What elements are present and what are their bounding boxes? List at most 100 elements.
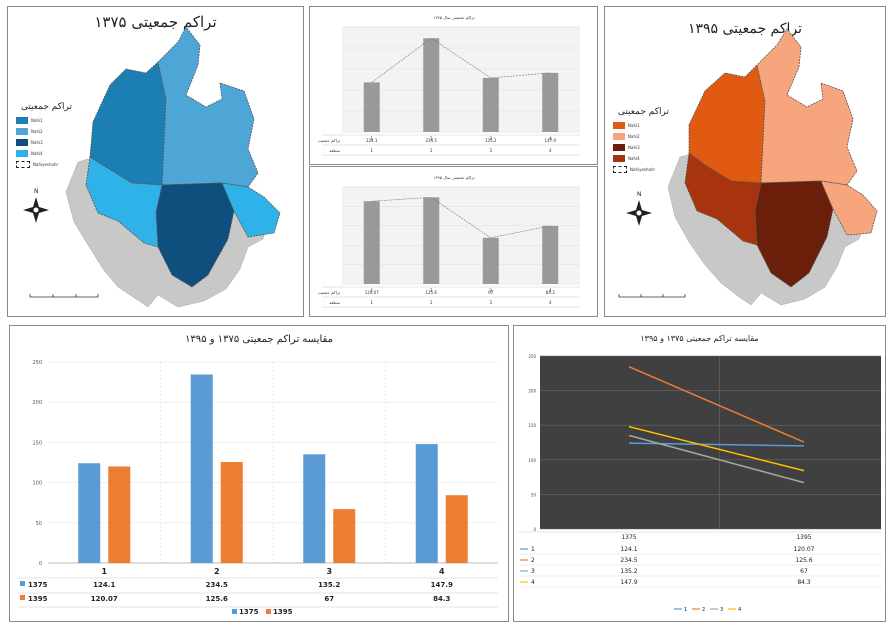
legend-swatch	[16, 139, 28, 146]
legend-label: Nahiyeshahr	[630, 167, 656, 172]
small-bar	[423, 38, 440, 132]
legend-label: Nahi3	[31, 140, 43, 145]
small-tick-label: 4	[549, 136, 552, 141]
table-value: 84.3	[433, 595, 450, 603]
table-value: 135.2	[318, 581, 340, 589]
x-tick-label: 1395	[796, 534, 811, 541]
legend-label: 1395	[273, 608, 293, 616]
legend-swatch	[232, 609, 237, 614]
line-chart-panel: مقایسه تراکم جمعیتی ۱۳۷۵ و ۱۳۹۵ 0 50 100 15…	[513, 325, 886, 622]
map-region-2-1395	[756, 28, 858, 186]
map-region-2-1375	[157, 26, 259, 188]
map-region-4-1395	[684, 152, 762, 246]
map-region-1-1375	[89, 61, 167, 186]
line-series-3	[628, 434, 805, 484]
small-row-label: منطقه	[329, 148, 340, 153]
table-value: 67	[800, 568, 808, 575]
legend-1375: تراکم جمعیتی Nahi1 Nahi2 Nahi3 Nahi4 Nahiyes…	[16, 102, 72, 170]
legend-item: Nahiyeshahr	[613, 164, 669, 175]
small-chart-title: تراکم جمعیتی سال ۱۳۹۵	[433, 175, 474, 180]
bar-chart-title: مقایسه تراکم جمعیتی ۱۳۷۵ و ۱۳۹۵	[185, 334, 333, 345]
small-bar	[542, 72, 559, 132]
plot-area	[540, 356, 881, 529]
bar-1375-2	[190, 374, 213, 563]
y-tick-label: 200	[32, 400, 42, 406]
small-category-label: 4	[549, 148, 552, 153]
x-tick-label: 2	[214, 567, 220, 576]
small-category-label: 2	[430, 300, 433, 305]
legend-item: Nahi3	[613, 142, 669, 153]
legend-label: Nahi4	[628, 156, 640, 161]
table-series-label: 1375	[28, 581, 48, 589]
x-tick-label: 4	[439, 567, 445, 576]
bar-1375-3	[303, 454, 326, 563]
legend-swatch	[613, 133, 625, 140]
small-category-label: 3	[489, 148, 492, 153]
bar-1375-4	[415, 444, 438, 563]
legend-label: 4	[738, 607, 741, 613]
table-series-label: 4	[531, 579, 535, 586]
small-bar	[542, 225, 559, 284]
map-panel-1395: تراکم جمعیتی ۱۳۹۵ N تراکم جمعیتی Nahi1 Na…	[604, 6, 886, 317]
legend-swatch	[613, 166, 627, 173]
legend-item: Nahiyeshahr	[16, 159, 72, 170]
small-value-label: 125.6	[426, 290, 438, 295]
table-value: 234.5	[620, 557, 637, 564]
table-value: 124.1	[93, 581, 115, 589]
small-trend-line	[371, 37, 551, 83]
bar-1395-4	[445, 495, 468, 563]
legend-swatch	[16, 117, 28, 124]
legend-title-1375: تراکم جمعیتی	[20, 102, 72, 112]
table-value: 120.07	[794, 546, 815, 553]
scale-bar	[618, 294, 686, 298]
legend-1395: تراکم جمعیتی Nahi1 Nahi2 Nahi3 Nahi4 Nahiyes…	[613, 107, 669, 175]
legend-swatch	[266, 609, 271, 614]
y-tick-label: 150	[528, 423, 536, 428]
bar-1395-3	[333, 509, 356, 563]
y-tick-label: 150	[32, 440, 42, 446]
line-chart-svg: 0 50 100 150 200 250 1375 1395 1 124.1 120.07 2 234.…	[518, 354, 881, 613]
table-series-label: 1	[531, 546, 535, 553]
legend-label: Nahi2	[31, 129, 43, 134]
legend-swatch	[613, 144, 625, 151]
legend-swatch	[613, 155, 625, 162]
legend-swatch	[16, 150, 28, 157]
small-chart-panel-top: تراکم جمعیتی سال ۱۳۷۵ تراکم جمعیت منطقه 1 12…	[309, 6, 598, 165]
compass-icon	[626, 200, 652, 226]
map-svg-1395: N	[618, 28, 878, 306]
legend-label: Nahiyeshahr	[33, 162, 59, 167]
legend-swatch	[16, 161, 30, 168]
legend-item: Nahi1	[16, 115, 72, 126]
table-swatch	[20, 581, 25, 586]
table-value: 125.6	[795, 557, 812, 564]
legend-item: Nahi3	[16, 137, 72, 148]
y-tick-label: 50	[36, 521, 42, 527]
y-tick-label: 50	[531, 492, 537, 497]
legend-label: 1375	[239, 608, 259, 616]
small-value-label: 124.1	[366, 138, 378, 143]
scale-bar	[29, 294, 99, 298]
small-row-label: تراکم جمعیت	[318, 290, 340, 295]
small-tick-label: 2	[430, 288, 433, 293]
table-value: 234.5	[206, 581, 228, 589]
small-bar	[363, 201, 380, 284]
small-tick-label: 2	[430, 136, 433, 141]
legend-label: 2	[702, 607, 705, 613]
compass-n-label: N	[637, 191, 642, 198]
table-value: 124.1	[620, 546, 637, 553]
legend-title-1395: تراکم جمعیتی	[617, 107, 669, 117]
y-tick-label: 250	[528, 354, 536, 359]
map-svg-1375: N	[23, 26, 281, 308]
small-plot-area	[342, 27, 580, 132]
small-value-label: 120.07	[365, 290, 379, 295]
y-tick-label: 100	[32, 481, 42, 487]
small-chart-panel-bottom: تراکم جمعیتی سال ۱۳۹۵ تراکم جمعیت منطقه 1 12…	[309, 166, 598, 317]
compass-n-label: N	[34, 188, 39, 195]
small-value-label: 84.3	[546, 290, 555, 295]
x-tick-label: 1	[101, 567, 107, 576]
small-value-label: 234.5	[426, 138, 438, 143]
small-tick-label: 3	[489, 136, 492, 141]
legend-label: Nahi2	[628, 134, 640, 139]
